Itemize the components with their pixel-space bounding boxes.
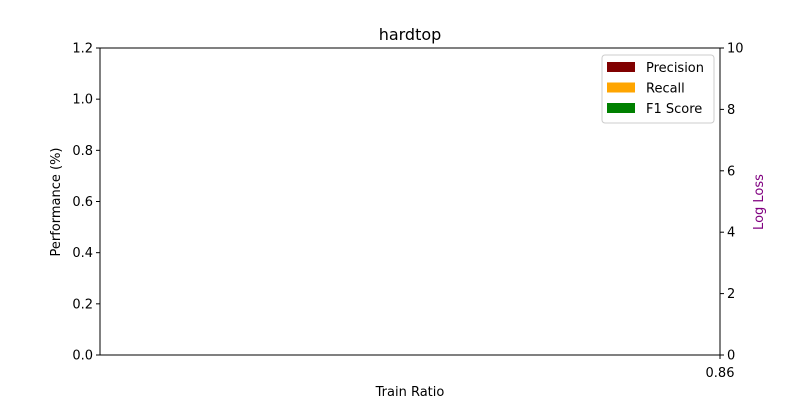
- chart-title: hardtop: [379, 25, 442, 44]
- legend-swatch: [607, 62, 635, 72]
- legend-label: Precision: [646, 61, 704, 76]
- y2-axis-label: Log Loss: [752, 174, 767, 230]
- y-axis-label: Performance (%): [49, 147, 64, 256]
- legend: Precision Recall F1 Score: [601, 54, 715, 124]
- legend-swatch: [607, 103, 635, 113]
- y-tick-label: 0.2: [72, 297, 93, 312]
- legend-label: Recall: [646, 82, 685, 97]
- x-axis-label: Train Ratio: [375, 385, 445, 400]
- y-tick-label: 1.0: [72, 93, 93, 108]
- y2-tick-label: 4: [727, 226, 735, 241]
- y2-tick-label: 6: [727, 164, 735, 179]
- y-tick-label: 0.4: [72, 246, 93, 261]
- y2-tick-label: 8: [727, 103, 735, 118]
- y-tick-label: 0.6: [72, 195, 93, 210]
- x-tick-label: 0.86: [706, 366, 735, 381]
- y2-tick-label: 2: [727, 287, 735, 302]
- legend-swatch: [607, 82, 635, 93]
- plot-axes: 0.0 0.2 0.4 0.6 0.8 1.0 1.2 0 2 4 6 8 10 0.86: [72, 42, 743, 382]
- legend-label: F1 Score: [646, 102, 702, 117]
- y-tick-label: 1.2: [72, 42, 93, 57]
- y-tick-label: 0.8: [72, 144, 93, 159]
- y2-tick-label: 0: [727, 349, 735, 364]
- y-tick-label: 0.0: [72, 349, 93, 364]
- y2-tick-label: 10: [727, 42, 744, 57]
